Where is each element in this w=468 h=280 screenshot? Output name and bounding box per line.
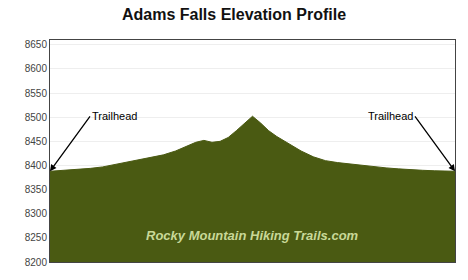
svg-text:8600: 8600 bbox=[25, 63, 48, 74]
svg-text:8550: 8550 bbox=[25, 88, 48, 99]
svg-text:Trailhead: Trailhead bbox=[368, 110, 413, 122]
svg-text:8450: 8450 bbox=[25, 136, 48, 147]
svg-text:8500: 8500 bbox=[25, 112, 48, 123]
svg-text:8250: 8250 bbox=[25, 232, 48, 243]
svg-text:8300: 8300 bbox=[25, 208, 48, 219]
svg-text:8200: 8200 bbox=[25, 257, 48, 268]
svg-text:Adams Falls Elevation Profile: Adams Falls Elevation Profile bbox=[122, 6, 346, 23]
svg-text:8400: 8400 bbox=[25, 160, 48, 171]
svg-text:Trailhead: Trailhead bbox=[92, 110, 137, 122]
svg-text:Rocky Mountain Hiking Trails.c: Rocky Mountain Hiking Trails.com bbox=[146, 228, 359, 243]
svg-text:8650: 8650 bbox=[25, 39, 48, 50]
svg-text:8350: 8350 bbox=[25, 184, 48, 195]
